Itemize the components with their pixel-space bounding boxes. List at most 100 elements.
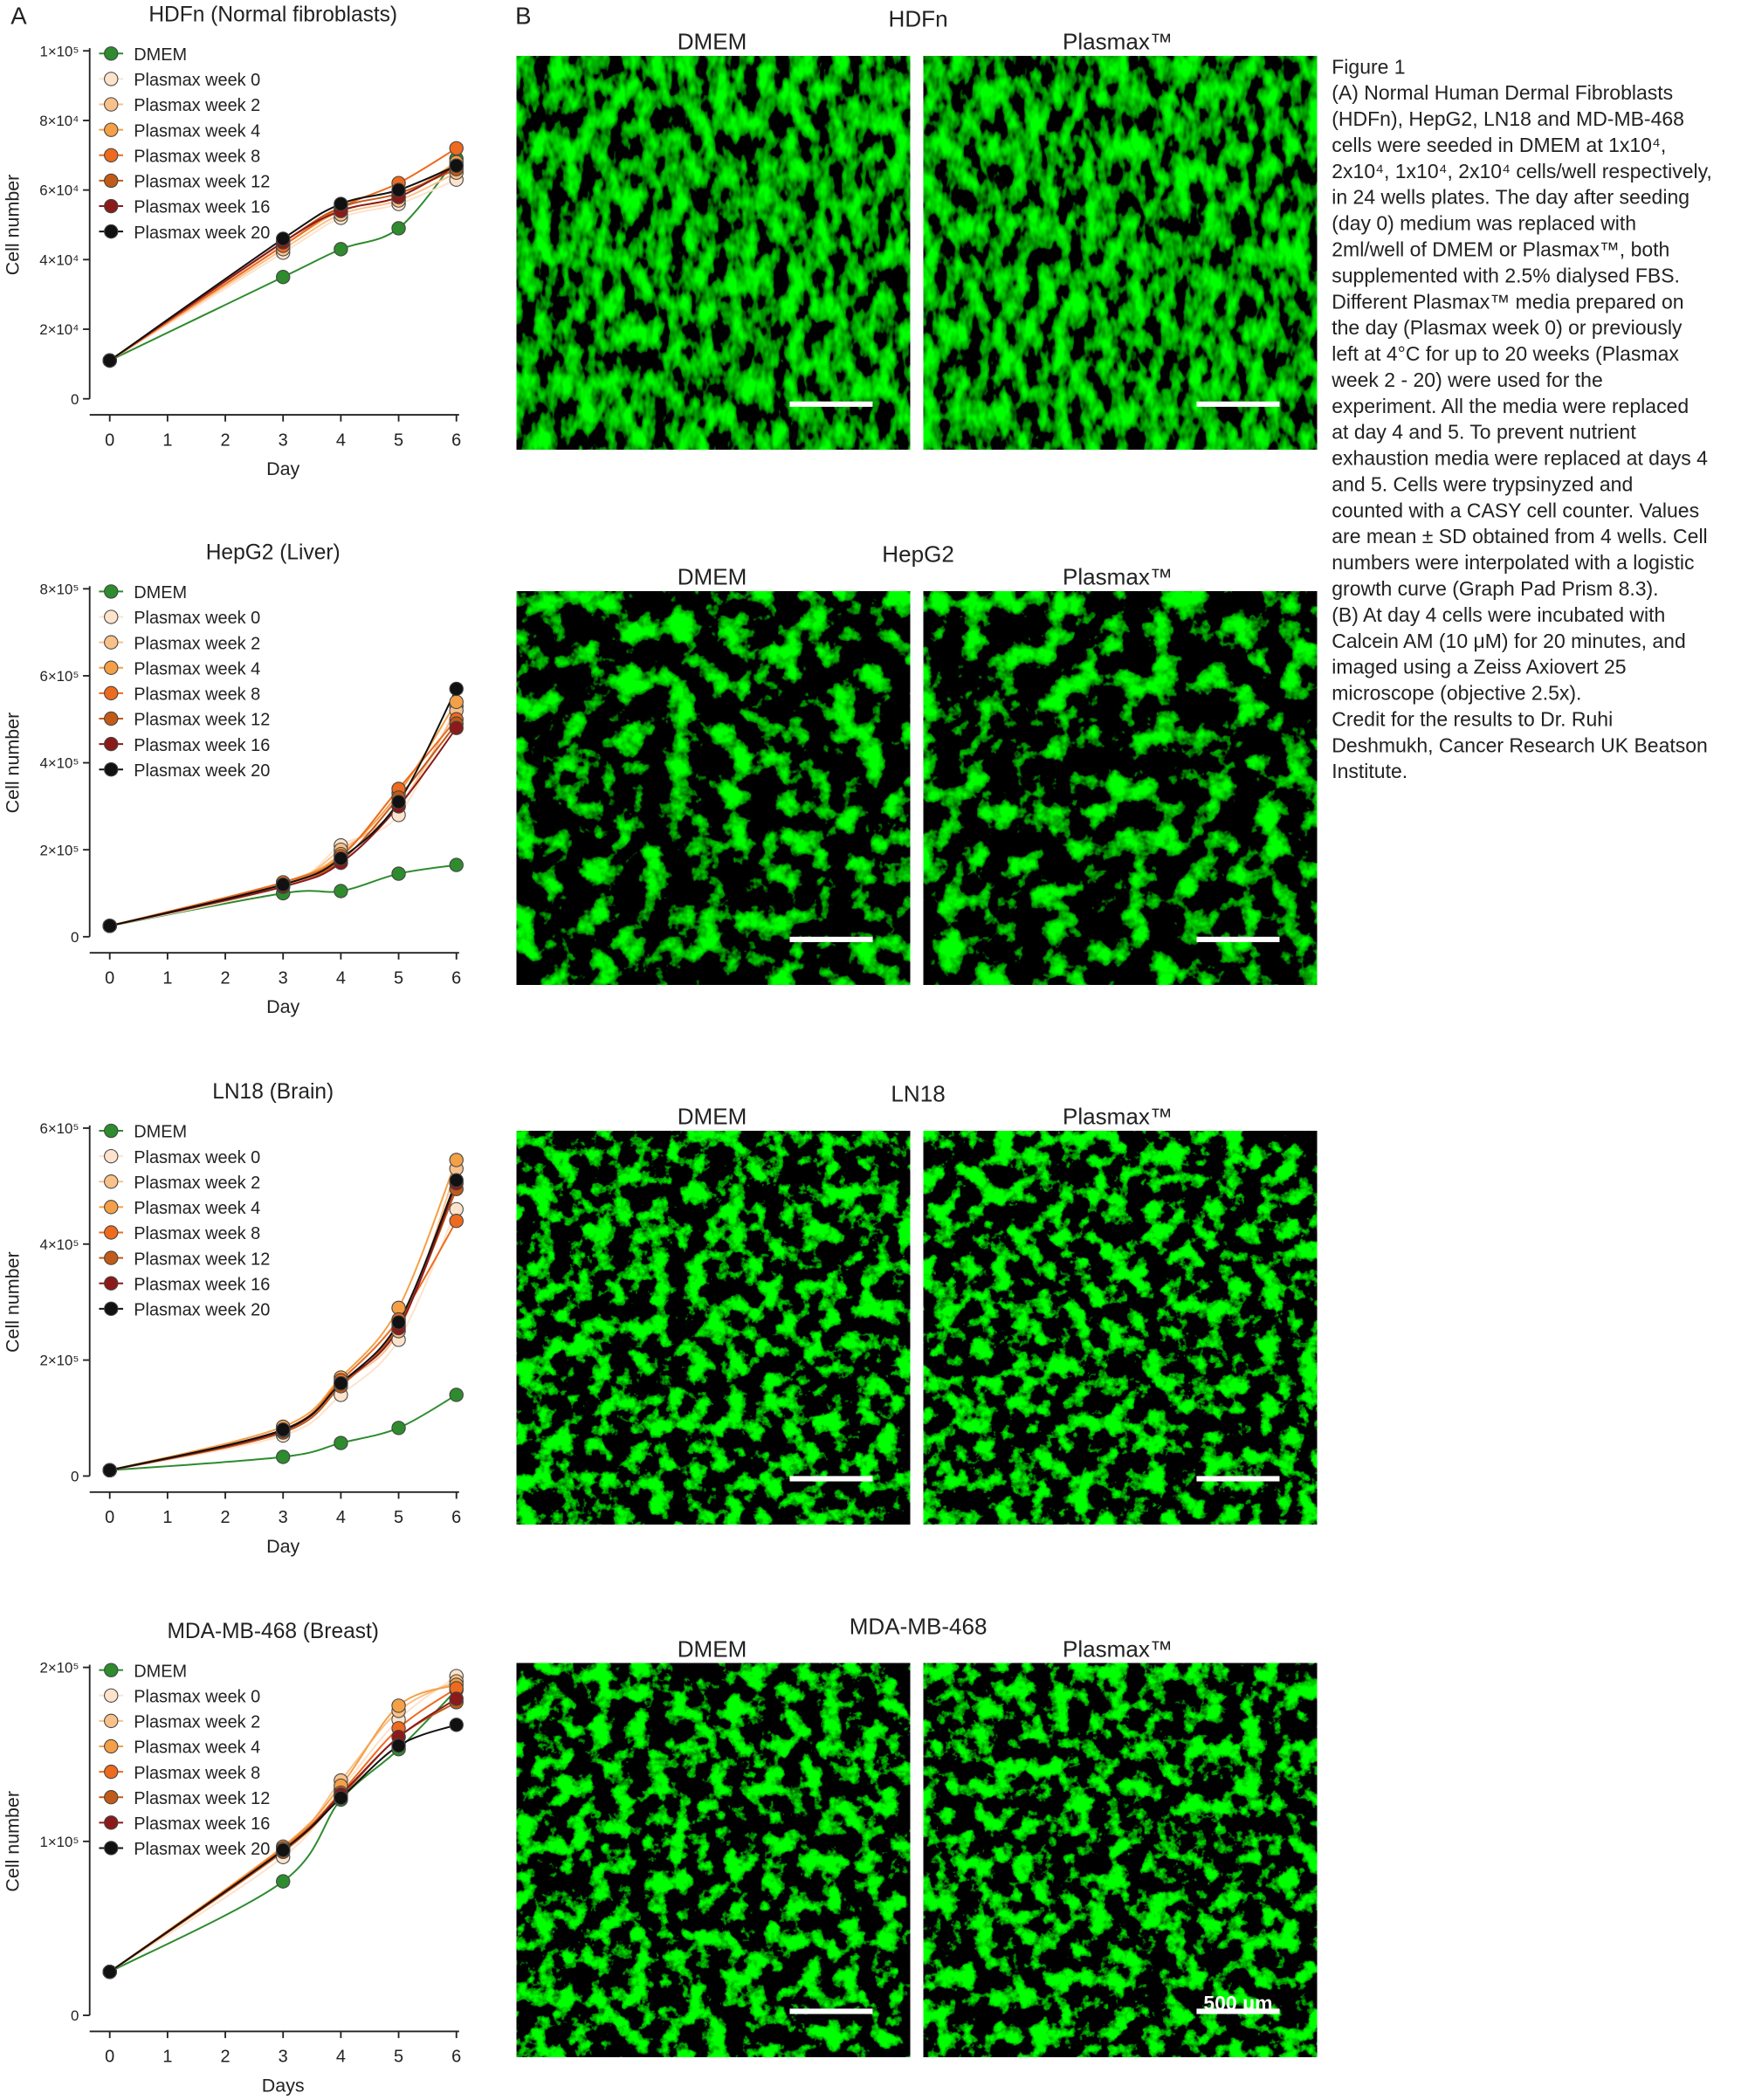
data-point — [391, 1739, 406, 1753]
caption-line: Deshmukh, Cancer Research UK Beatson — [1332, 733, 1708, 756]
legend-label: Plasmax week 2 — [134, 96, 260, 115]
data-point — [449, 1153, 464, 1167]
caption-line: (HDFn), HepG2, LN18 and MD-MB-468 — [1332, 107, 1684, 130]
micrograph — [923, 1663, 1318, 2057]
x-tick-label: 3 — [279, 2048, 288, 2067]
data-point — [334, 1790, 348, 1806]
series-line — [109, 164, 458, 361]
scale-bar — [1196, 1476, 1280, 1482]
legend-marker — [104, 1123, 119, 1139]
legend-label: Plasmax week 16 — [134, 1814, 270, 1834]
series-line — [109, 171, 458, 361]
legend-label: Plasmax week 4 — [134, 1739, 260, 1758]
data-point — [449, 857, 464, 872]
micrograph — [923, 1131, 1318, 1525]
image-label: Plasmax™ — [1063, 564, 1173, 590]
data-point — [391, 221, 406, 236]
legend-marker — [104, 584, 119, 599]
x-tick-label: 6 — [451, 2048, 461, 2067]
data-point — [391, 1698, 406, 1713]
y-tick-label: 2×10⁵ — [39, 1660, 79, 1677]
legend-marker — [104, 660, 119, 675]
legend-label: Plasmax week 16 — [134, 1275, 270, 1294]
x-tick-label: 1 — [162, 430, 172, 450]
x-tick-label: 4 — [336, 1508, 346, 1527]
legend-marker — [104, 609, 119, 624]
data-point — [449, 694, 464, 710]
legend-label: Plasmax week 0 — [134, 1148, 260, 1167]
x-tick-label: 3 — [279, 1508, 288, 1527]
legend-marker — [104, 72, 119, 86]
y-tick-label: 4×10⁵ — [39, 755, 79, 772]
legend-marker — [104, 1250, 119, 1265]
legend-label: Plasmax week 16 — [134, 198, 270, 217]
legend-marker — [104, 1174, 119, 1189]
y-axis-label: Cell number — [2, 1791, 23, 1892]
micrograph — [923, 591, 1318, 985]
image-label: Plasmax™ — [1063, 29, 1173, 55]
micrograph — [516, 591, 911, 985]
panel-label: B — [515, 3, 531, 30]
x-tick-label: 0 — [105, 1508, 114, 1527]
series-line — [109, 178, 458, 361]
caption-line: 2ml/well of DMEM or Plasmax™, both — [1332, 238, 1669, 260]
legend-label: Plasmax week 0 — [134, 1687, 260, 1706]
x-axis-label: Day — [266, 1536, 299, 1557]
y-tick-label: 2×10⁵ — [39, 1353, 79, 1369]
x-tick-label: 4 — [336, 430, 346, 450]
micrograph-title: HepG2 — [882, 541, 954, 568]
data-point — [334, 1436, 348, 1450]
caption-line: numbers were interpolated with a logisti… — [1332, 551, 1694, 574]
legend-marker — [104, 1841, 119, 1856]
x-tick-label: 6 — [451, 968, 461, 988]
legend-label: Plasmax week 12 — [134, 1250, 270, 1269]
scale-bar — [789, 936, 873, 942]
x-tick-label: 6 — [451, 1508, 461, 1527]
legend-label: Plasmax week 20 — [134, 1301, 270, 1320]
legend-label: DMEM — [134, 45, 187, 65]
data-point — [276, 1422, 291, 1437]
image-label: Plasmax™ — [1063, 1103, 1173, 1129]
data-point — [391, 182, 406, 197]
legend-label: Plasmax week 4 — [134, 659, 260, 678]
data-point — [449, 1387, 464, 1402]
legend-marker — [104, 1225, 119, 1240]
legend-label: Plasmax week 8 — [134, 685, 260, 705]
legend-marker — [104, 1276, 119, 1291]
series-line — [109, 1689, 458, 1973]
caption-line: exhaustion media were replaced at days 4 — [1332, 447, 1708, 470]
data-point — [276, 1874, 291, 1889]
x-tick-label: 1 — [162, 968, 172, 988]
legend-label: Plasmax week 20 — [134, 1840, 270, 1859]
y-tick-label: 6×10⁵ — [39, 1120, 79, 1137]
caption-line: 2x10⁴, 1x10⁴, 2x10⁴ cells/well respectiv… — [1332, 160, 1712, 182]
data-point — [334, 850, 348, 866]
data-point — [449, 720, 464, 735]
legend-label: Plasmax week 0 — [134, 71, 260, 90]
caption-line: counted with a CASY cell counter. Values — [1332, 499, 1699, 521]
caption-line: (A) Normal Human Dermal Fibroblasts — [1332, 81, 1673, 104]
x-axis-label: Day — [266, 996, 299, 1017]
data-point — [449, 1214, 464, 1229]
data-point — [391, 866, 406, 881]
legend-label: Plasmax week 8 — [134, 147, 260, 166]
micrograph — [923, 56, 1318, 450]
x-tick-label: 2 — [221, 430, 231, 450]
data-point — [102, 919, 117, 933]
x-tick-label: 2 — [221, 968, 231, 988]
legend-marker — [104, 762, 119, 777]
x-tick-label: 4 — [336, 2048, 346, 2067]
x-tick-label: 2 — [221, 1508, 231, 1527]
legend-label: DMEM — [134, 583, 187, 602]
y-tick-label: 6×10⁴ — [39, 182, 79, 199]
caption-line: at day 4 and 5. To prevent nutrient — [1332, 421, 1636, 444]
caption-line: in 24 wells plates. The day after seedin… — [1332, 186, 1690, 209]
x-tick-label: 0 — [105, 430, 114, 450]
legend-label: Plasmax week 12 — [134, 173, 270, 192]
legend-marker — [104, 1739, 119, 1754]
legend-marker — [104, 711, 119, 726]
series-line — [109, 1724, 458, 1973]
caption-line: Calcein AM (10 μM) for 20 minutes, and — [1332, 630, 1685, 652]
caption-line: microscope (objective 2.5x). — [1332, 682, 1581, 705]
